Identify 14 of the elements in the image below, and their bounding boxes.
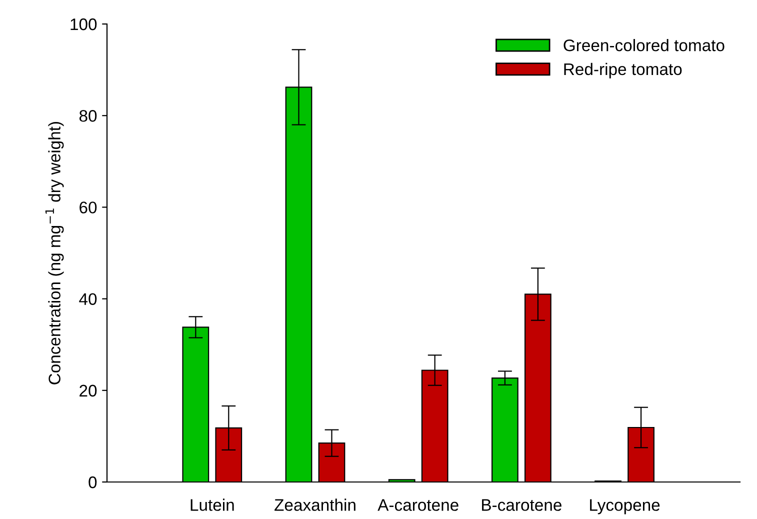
legend-label: Red-ripe tomato bbox=[564, 62, 682, 78]
x-tick-label: Lycopene bbox=[590, 499, 660, 514]
y-tick-label: 20 bbox=[80, 384, 97, 397]
y-tick-label: 40 bbox=[79, 293, 97, 306]
x-tick-label: Lutein bbox=[190, 498, 234, 511]
x-tick-label: B-carotene bbox=[482, 499, 562, 511]
x-tick-label: Zeaxanthin bbox=[274, 498, 356, 511]
y-tick-label: 100 bbox=[70, 18, 97, 30]
y-tick-label: 80 bbox=[79, 110, 97, 122]
legend-label: Green-colored tomato bbox=[564, 39, 724, 52]
y-tick-label: 60 bbox=[80, 202, 97, 214]
y-axis-title: Concentration (ng mg$^{−1}$ dry weight) bbox=[45, 122, 64, 384]
x-tick-label: A-carotene bbox=[378, 499, 458, 511]
y-tick-label: 0 bbox=[88, 476, 97, 488]
